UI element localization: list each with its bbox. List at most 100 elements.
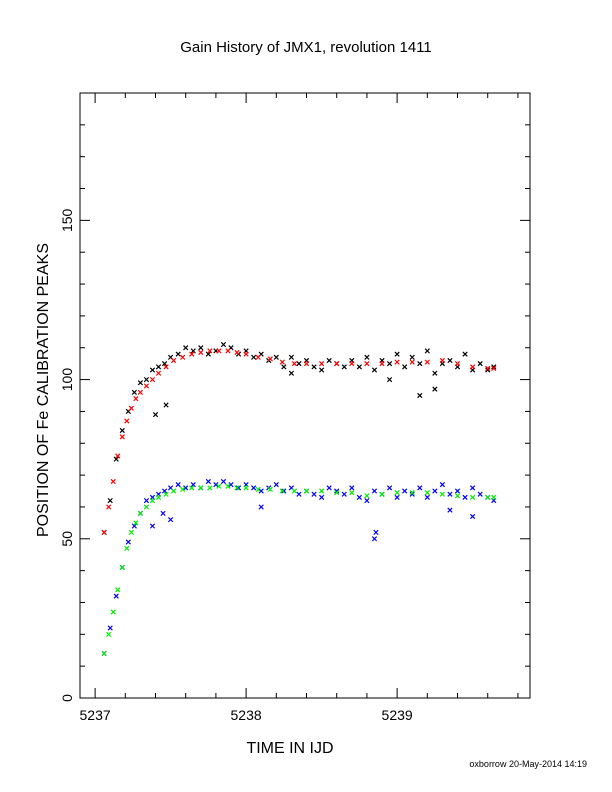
data-point (234, 485, 240, 491)
data-point (216, 483, 222, 489)
data-point (243, 351, 249, 357)
data-point (143, 504, 150, 510)
data-point (243, 485, 249, 491)
data-point (485, 494, 491, 501)
data-point (189, 351, 195, 357)
data-point (101, 529, 107, 536)
data-point (334, 488, 340, 494)
data-point (228, 482, 234, 488)
data-point (454, 361, 461, 367)
data-point (267, 486, 273, 493)
data-point (152, 411, 159, 418)
data-point (409, 354, 415, 360)
data-point (402, 364, 408, 370)
chart-title: Gain History of JMX1, revolution 1411 (180, 39, 432, 56)
y-tick-label: 150 (59, 208, 75, 232)
data-point (318, 367, 325, 373)
axis-tick-labels: 5237 5238 5239 0 50 100 150 (59, 208, 413, 723)
data-point (364, 361, 370, 367)
data-point (137, 389, 144, 395)
data-point (318, 361, 325, 367)
data-point (349, 485, 355, 491)
data-point (417, 361, 423, 367)
data-point (149, 376, 156, 383)
data-point (364, 497, 370, 504)
data-point (409, 489, 415, 496)
data-point (386, 485, 393, 491)
data-point (291, 488, 298, 494)
data-point (160, 510, 166, 516)
data-point (477, 491, 483, 497)
plot-frame (79, 92, 531, 699)
data-point (107, 497, 113, 504)
data-point (161, 361, 168, 367)
data-point (128, 405, 134, 411)
data-point (349, 361, 355, 367)
data-point (163, 491, 169, 497)
data-point (424, 359, 430, 365)
data-point (334, 361, 340, 367)
data-point (170, 357, 177, 364)
data-point (477, 361, 483, 367)
data-point (213, 482, 219, 488)
data-point (447, 507, 453, 513)
data-point (318, 488, 325, 494)
data-point (356, 494, 362, 501)
y-axis-label: POSITION OF Fe CALIBRATION PEAKS (35, 243, 52, 537)
data-point (143, 497, 150, 504)
data-point (183, 485, 189, 491)
data-point (417, 485, 423, 491)
data-point (190, 482, 196, 488)
data-point (113, 593, 119, 599)
data-point (364, 493, 370, 499)
series-4 (101, 483, 497, 657)
data-point (205, 478, 211, 485)
data-point (432, 386, 438, 392)
data-point (110, 609, 116, 615)
data-point (491, 494, 497, 501)
data-point (190, 348, 196, 354)
data-point (409, 491, 415, 497)
data-point (119, 427, 125, 434)
data-point (113, 456, 119, 462)
data-point (119, 434, 125, 440)
data-point (155, 370, 162, 376)
data-point (216, 348, 222, 354)
data-point (115, 587, 121, 593)
data-point (462, 494, 468, 501)
data-point (279, 488, 285, 494)
data-point (198, 345, 204, 351)
data-point (143, 383, 150, 389)
data-point (394, 359, 400, 365)
data-point (131, 523, 137, 529)
data-point (311, 364, 317, 370)
data-point (255, 486, 261, 493)
data-point (267, 356, 273, 362)
y-tick-label: 0 (59, 694, 75, 702)
data-point (161, 488, 168, 494)
data-point (469, 364, 476, 370)
data-point (137, 380, 144, 386)
series-3 (101, 478, 497, 657)
data-point (107, 625, 113, 631)
data-point (175, 482, 181, 488)
data-point (288, 354, 295, 360)
data-point (439, 357, 446, 364)
data-point (439, 482, 446, 488)
data-point (155, 494, 162, 501)
data-point (163, 402, 169, 408)
data-point (432, 370, 438, 376)
data-point (379, 361, 385, 367)
data-point (326, 485, 332, 491)
x-tick-label: 5238 (231, 707, 262, 723)
series-1 (101, 341, 497, 536)
data-point (220, 478, 227, 485)
data-point (143, 376, 150, 383)
data-point (124, 418, 130, 424)
x-tick-label: 5237 (80, 707, 111, 723)
data-point (234, 349, 240, 356)
data-point (281, 364, 287, 370)
data-point (371, 488, 378, 494)
y-tick-label: 50 (59, 531, 75, 547)
